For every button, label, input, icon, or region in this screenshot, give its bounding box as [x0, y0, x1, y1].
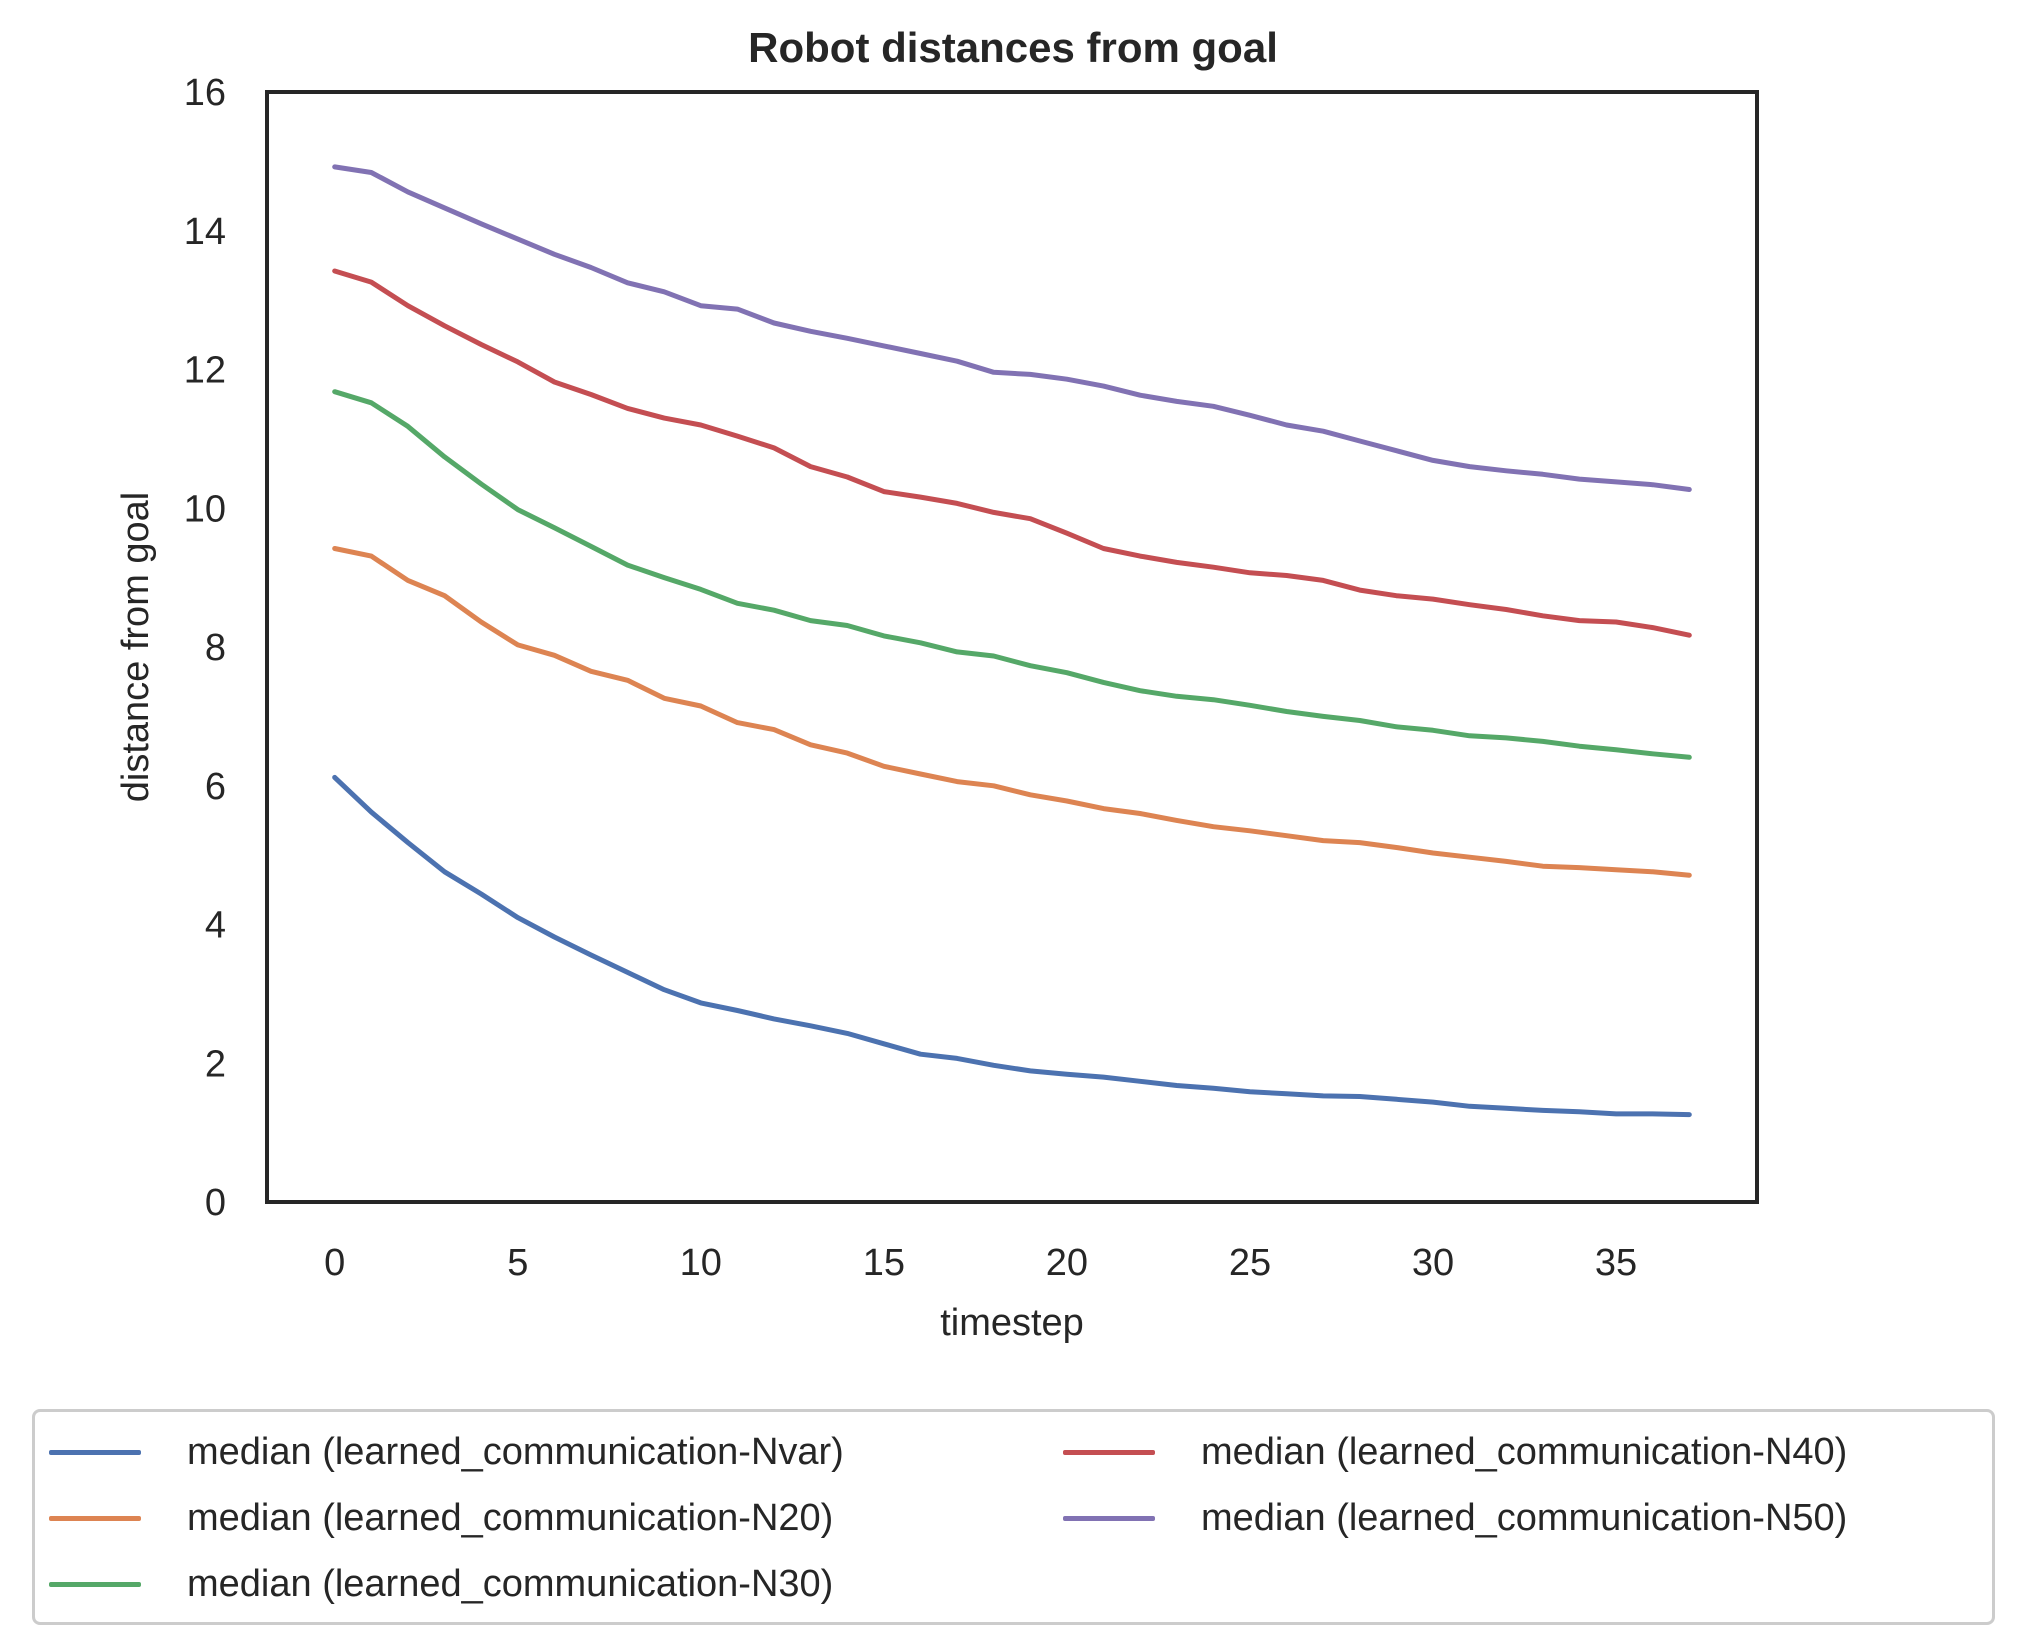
legend-swatch: [49, 1581, 141, 1587]
legend-swatch: [49, 1449, 141, 1455]
legend-label: median (learned_communication-N50): [1201, 1496, 1848, 1539]
legend-label: median (learned_communication-N20): [187, 1496, 834, 1539]
legend-item: median (learned_communication-N50): [1063, 1486, 1847, 1550]
chart-figure: Robot distances from goal 0246810121416 …: [115, 24, 1759, 1344]
series-line-4: [332, 164, 1692, 492]
legend-label: median (learned_communication-N40): [1201, 1430, 1848, 1473]
legend-label: median (learned_communication-N30): [187, 1562, 834, 1605]
x-tick-label: 0: [324, 1242, 345, 1284]
series-layer: [332, 164, 1692, 1118]
y-tick-labels: 0 2 4 6 8 10 12 14 16: [184, 72, 226, 1224]
legend-item: median (learned_communication-Nvar): [49, 1420, 844, 1484]
legend-item: median (learned_communication-N30): [49, 1552, 833, 1616]
y-tick-label: 2: [205, 1043, 226, 1085]
y-tick-label: 8: [205, 627, 226, 669]
x-tick-labels: 0 5 10 15 20 25 30 35: [324, 1242, 1637, 1284]
series-line-2: [332, 389, 1692, 760]
legend-swatch: [1063, 1449, 1155, 1455]
y-tick-label: 12: [184, 350, 226, 392]
chart-title: Robot distances from goal: [748, 24, 1278, 71]
x-axis-label: timestep: [940, 1302, 1084, 1344]
x-tick-label: 5: [507, 1242, 528, 1284]
y-tick-label: 16: [184, 72, 226, 114]
y-tick-label: 6: [205, 766, 226, 808]
y-tick-label: 14: [184, 211, 226, 253]
series-line-0: [332, 774, 1692, 1118]
legend-item: median (learned_communication-N40): [1063, 1420, 1847, 1484]
legend-label: median (learned_communication-Nvar): [187, 1430, 844, 1473]
series-line-3: [332, 268, 1692, 638]
y-tick-label: 10: [184, 488, 226, 530]
chart-legend: median (learned_communication-Nvar)media…: [32, 1409, 1995, 1625]
x-tick-label: 30: [1412, 1242, 1454, 1284]
series-line-1: [332, 546, 1692, 878]
y-tick-label: 4: [205, 905, 226, 947]
legend-swatch: [1063, 1515, 1155, 1521]
plot-frame: [265, 90, 1759, 1204]
x-tick-label: 35: [1595, 1242, 1637, 1284]
x-tick-label: 10: [680, 1242, 722, 1284]
x-tick-label: 20: [1046, 1242, 1088, 1284]
y-tick-label: 0: [205, 1182, 226, 1224]
x-tick-label: 15: [863, 1242, 905, 1284]
y-axis-label: distance from goal: [115, 492, 157, 803]
x-tick-label: 25: [1229, 1242, 1271, 1284]
legend-item: median (learned_communication-N20): [49, 1486, 833, 1550]
legend-swatch: [49, 1515, 141, 1521]
